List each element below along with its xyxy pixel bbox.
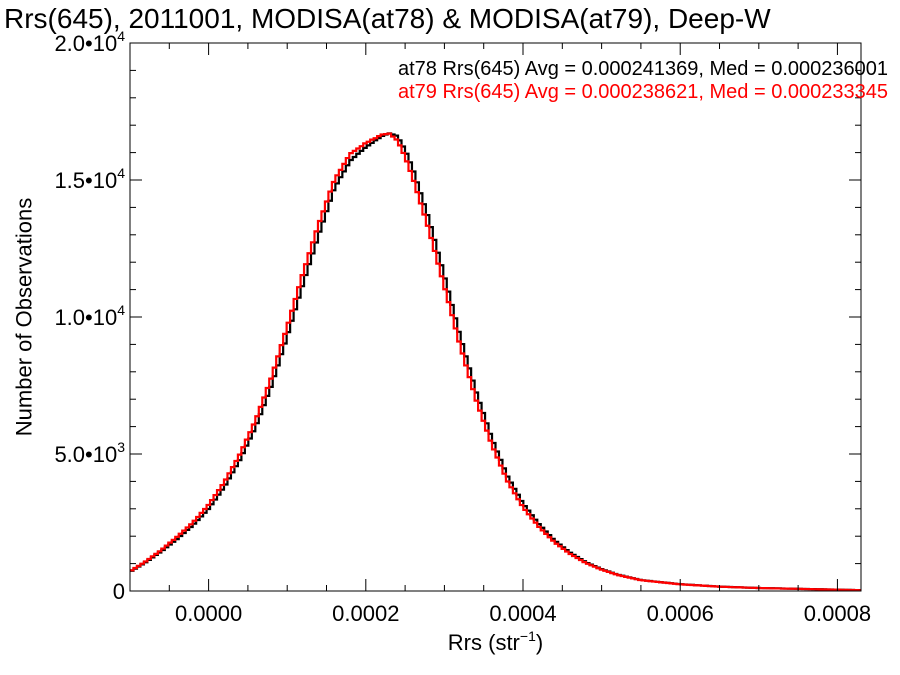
x-tick-label: 0.0000 [175, 601, 242, 626]
x-axis-label-exponent: −1 [520, 628, 536, 644]
legend: at78 Rrs(645) Avg = 0.000241369, Med = 0… [398, 58, 888, 103]
x-tick-label: 0.0004 [489, 601, 556, 626]
legend-entry-at79: at79 Rrs(645) Avg = 0.000238621, Med = 0… [398, 81, 888, 103]
y-tick-mantissa: 2.0•10 [54, 31, 117, 56]
y-tick-label: 0 [113, 579, 125, 604]
x-axis-label-close: ) [536, 630, 543, 655]
y-tick-exponent: 3 [117, 439, 125, 455]
x-axis-label: Rrs (str−1) [448, 628, 543, 655]
y-tick-label: 2.0•104 [54, 28, 125, 56]
y-tick-label: 1.0•104 [54, 302, 125, 330]
series-line-at79 [130, 132, 861, 592]
y-axis-label: Number of Observations [12, 198, 37, 436]
y-tick-mantissa: 5.0•10 [54, 442, 117, 467]
x-tick-label: 0.0008 [804, 601, 871, 626]
y-tick-mantissa: 1.5•10 [54, 168, 117, 193]
y-tick-exponent: 4 [117, 302, 125, 318]
x-axis-label-text: Rrs (str [448, 630, 520, 655]
y-tick-exponent: 4 [117, 28, 125, 44]
series-line-at78 [130, 132, 861, 592]
chart-title: Rrs(645), 2011001, MODISA(at78) & MODISA… [4, 3, 771, 34]
legend-entry-at78: at78 Rrs(645) Avg = 0.000241369, Med = 0… [398, 58, 888, 80]
y-tick-label: 5.0•103 [54, 439, 125, 467]
x-tick-label: 0.0002 [332, 601, 399, 626]
x-tick-label: 0.0006 [647, 601, 714, 626]
y-tick-mantissa: 1.0•10 [54, 305, 117, 330]
series-layer [130, 132, 861, 592]
y-tick-label: 1.5•104 [54, 165, 125, 193]
x-axis: 0.0000 0.0002 0.0004 0.0006 0.0008 [129, 43, 871, 626]
plot-frame [129, 42, 862, 592]
y-tick-exponent: 4 [117, 165, 125, 181]
y-tick-mantissa: 0 [113, 579, 125, 604]
